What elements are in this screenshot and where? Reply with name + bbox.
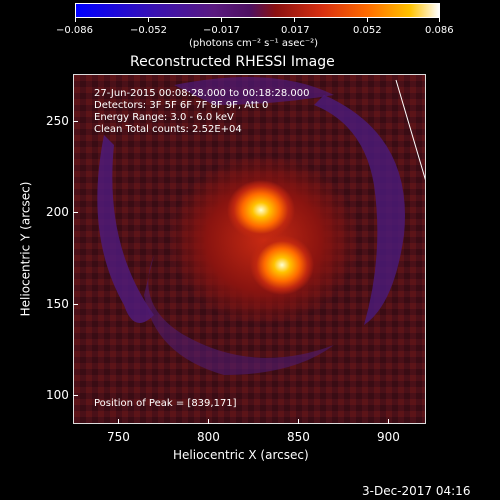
x-tick-label: 900	[377, 430, 400, 444]
y-tick-mark	[73, 212, 78, 213]
peak-position-label: Position of Peak = [839,171]	[94, 398, 237, 409]
info-line-detectors: Detectors: 3F 5F 6F 7F 8F 9F, Att 0	[94, 100, 269, 111]
info-block: 27-Jun-2015 00:08:28.000 to 00:18:28.000…	[94, 88, 310, 136]
info-line-energy: Energy Range: 3.0 - 6.0 keV	[94, 112, 234, 123]
info-line-time: 27-Jun-2015 00:08:28.000 to 00:18:28.000	[94, 88, 310, 99]
colorbar-tick-label: 0.086	[425, 25, 454, 36]
y-tick-mark	[73, 395, 78, 396]
colorbar-units: (photons cm⁻² s⁻¹ asec⁻²)	[189, 38, 319, 49]
x-tick-label: 750	[107, 430, 130, 444]
y-tick-mark	[73, 121, 78, 122]
y-tick-mark	[73, 304, 78, 305]
image-title: Reconstructed RHESSI Image	[130, 54, 335, 70]
colorbar-tick-label: 0.052	[353, 25, 382, 36]
x-tick-mark	[118, 419, 119, 424]
x-tick-label: 800	[197, 430, 220, 444]
colorbar-tick-mark	[367, 18, 368, 22]
colorbar-tick-mark	[439, 18, 440, 22]
x-tick-mark	[208, 419, 209, 424]
colorbar-tick-label: 0.017	[281, 25, 310, 36]
timestamp: 3-Dec-2017 04:16	[362, 484, 471, 498]
colorbar-tick-label: −0.052	[130, 25, 168, 36]
colorbar-tick-mark	[294, 18, 295, 22]
colorbar-tick-mark	[75, 18, 76, 22]
x-tick-mark	[388, 419, 389, 424]
colorbar-tick-label: −0.086	[56, 25, 94, 36]
colorbar	[75, 3, 440, 18]
colorbar-tick-mark	[221, 18, 222, 22]
x-axis-label: Heliocentric X (arcsec)	[173, 448, 309, 462]
colorbar-tick-mark	[148, 18, 149, 22]
rhessi-image-canvas	[74, 75, 425, 423]
y-tick-label: 150	[46, 297, 69, 311]
y-tick-label: 200	[46, 205, 69, 219]
y-tick-label: 100	[46, 388, 69, 402]
x-tick-label: 850	[287, 430, 310, 444]
rhessi-image: 27-Jun-2015 00:08:28.000 to 00:18:28.000…	[73, 74, 426, 424]
info-line-clean: Clean Total counts: 2.52E+04	[94, 124, 242, 135]
x-tick-mark	[298, 419, 299, 424]
y-axis-label: Heliocentric Y (arcsec)	[18, 181, 33, 317]
y-tick-label: 250	[46, 114, 69, 128]
colorbar-tick-label: −0.017	[203, 25, 241, 36]
